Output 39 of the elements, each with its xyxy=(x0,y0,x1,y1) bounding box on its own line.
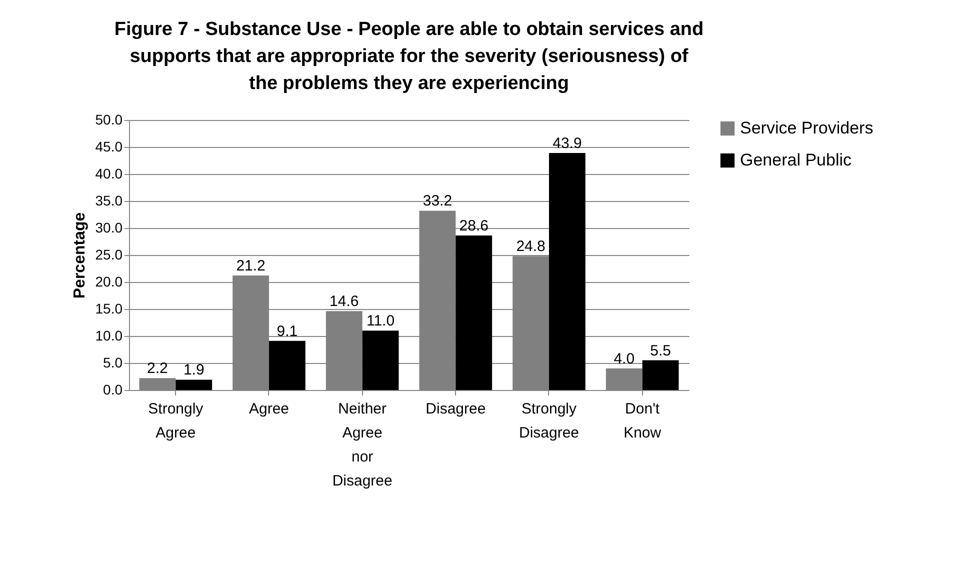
y-tick-label: 40.0 xyxy=(95,166,123,182)
data-label: 21.2 xyxy=(236,258,266,275)
legend-label: Service Providers xyxy=(740,118,874,138)
y-tick-label: 10.0 xyxy=(95,328,123,344)
bar xyxy=(456,236,492,390)
data-label: 11.0 xyxy=(366,312,395,330)
y-tick-label: 45.0 xyxy=(95,138,123,154)
x-tick-label: Neither Agree nor Disagree xyxy=(332,400,392,490)
y-tick-label: 25.0 xyxy=(95,246,123,262)
x-tick-label: Strongly Disagree xyxy=(518,400,580,442)
data-label: 5.5 xyxy=(650,342,671,360)
bar xyxy=(362,330,399,390)
chart-title: Figure 7 - Substance Use - People are able to obtain services and supports that are appropriate for the severity (seriousness) of the problems they are experiencing xyxy=(114,19,704,94)
y-tick-label: 20.0 xyxy=(95,274,123,290)
data-label: 1.9 xyxy=(183,362,204,379)
y-tick-label: 5.0 xyxy=(103,354,123,370)
y-tick-label: 50.0 xyxy=(95,112,123,128)
y-tick-label: 15.0 xyxy=(95,300,123,316)
data-label: 43.9 xyxy=(552,134,582,152)
data-label: 28.6 xyxy=(459,218,488,235)
data-label: 9.1 xyxy=(276,322,298,340)
data-label: 4.0 xyxy=(614,350,635,368)
y-tick-label: 35.0 xyxy=(95,192,123,208)
y-tick-label: 0.0 xyxy=(103,382,123,398)
data-label: 33.2 xyxy=(422,192,452,210)
y-tick-label: 30.0 xyxy=(95,220,123,236)
bar xyxy=(269,340,306,390)
data-label: 14.6 xyxy=(330,293,359,310)
legend-label: General Public xyxy=(740,150,852,170)
bar xyxy=(642,360,679,390)
bar xyxy=(176,380,212,390)
bar xyxy=(549,152,586,390)
x-tick-label: Disagree xyxy=(426,400,486,418)
x-tick-label: Strongly Agree xyxy=(148,400,204,442)
x-tick-label: Don't Know xyxy=(624,400,662,442)
data-label: 24.8 xyxy=(516,238,546,256)
y-axis-title: Percentage xyxy=(71,212,88,299)
data-label: 2.2 xyxy=(147,360,168,378)
x-tick-label: Agree xyxy=(248,400,290,418)
